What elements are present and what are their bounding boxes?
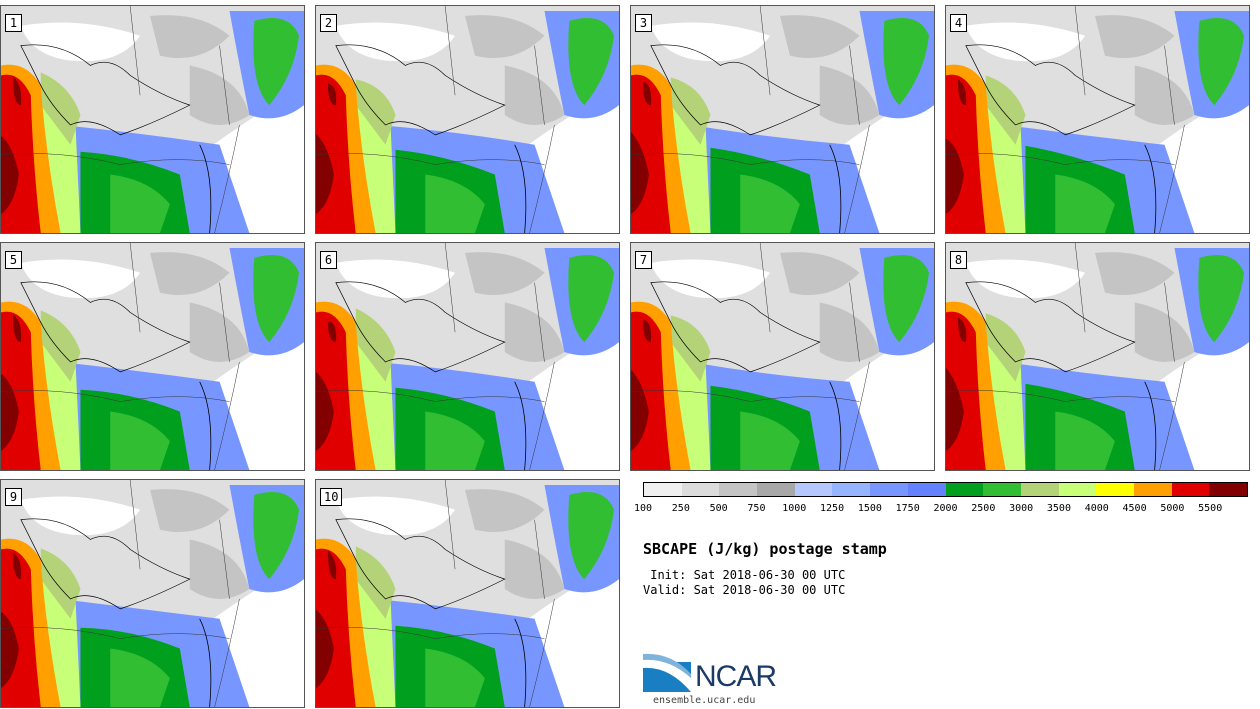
colorbar-tick-label: 2500 — [971, 503, 996, 514]
colorbar-tick-label: 3500 — [1046, 503, 1071, 514]
colorbar-swatch — [1020, 483, 1059, 496]
sbcape-map — [316, 243, 619, 470]
colorbar — [643, 482, 1248, 497]
valid-time: Valid: Sat 2018-06-30 00 UTC — [643, 583, 846, 597]
colorbar-swatch — [1096, 483, 1134, 496]
sbcape-map — [946, 243, 1249, 470]
sbcape-map — [316, 480, 619, 707]
sbcape-map — [1, 480, 304, 707]
member-number-label: 6 — [320, 251, 337, 269]
colorbar-tick-label: 4000 — [1084, 503, 1109, 514]
colorbar-tick-label: 750 — [747, 503, 766, 514]
chart-title: SBCAPE (J/kg) postage stamp — [643, 540, 887, 558]
colorbar-tick-label: 5500 — [1198, 503, 1223, 514]
sbcape-map — [1, 243, 304, 470]
colorbar-swatch — [832, 483, 871, 496]
colorbar-swatch — [870, 483, 908, 496]
colorbar-tick-label: 1250 — [820, 503, 845, 514]
colorbar-tick-label: 100 — [633, 503, 653, 514]
colorbar-tick-label: 500 — [709, 503, 728, 514]
colorbar-tick-label: 250 — [671, 503, 690, 514]
member-panel: 9 — [0, 479, 305, 708]
site-url: ensemble.ucar.edu — [653, 695, 756, 706]
member-panel: 10 — [315, 479, 620, 708]
colorbar-tick-label: 1500 — [857, 503, 882, 514]
colorbar-tick-label: 4500 — [1122, 503, 1147, 514]
member-panel: 5 — [0, 242, 305, 471]
member-number-label: 10 — [320, 488, 343, 506]
colorbar-swatch — [681, 483, 720, 496]
sbcape-map — [631, 243, 934, 470]
member-number-label: 3 — [635, 14, 652, 32]
colorbar-tick-labels: 100 250 500 750 1000 1250 1500 1750 2000 2500 3000… — [634, 503, 1248, 517]
colorbar-swatch — [983, 483, 1021, 496]
ncar-logo-text: NCAR — [695, 660, 777, 693]
member-number-label: 5 — [5, 251, 22, 269]
member-panel: 8 — [945, 242, 1250, 471]
member-number-label: 2 — [320, 14, 337, 32]
member-panel: 1 — [0, 5, 305, 234]
sbcape-map — [1, 6, 304, 233]
member-panel: 6 — [315, 242, 620, 471]
colorbar-tick-label: 3000 — [1009, 503, 1034, 514]
member-number-label: 8 — [950, 251, 967, 269]
member-number-label: 7 — [635, 251, 652, 269]
member-panel: 7 — [630, 242, 935, 471]
colorbar-tick-label: 1000 — [782, 503, 807, 514]
colorbar-swatch — [794, 483, 833, 496]
member-number-label: 1 — [5, 14, 22, 32]
ncar-logo — [643, 653, 691, 692]
colorbar-swatch — [1133, 483, 1172, 496]
member-panel: 2 — [315, 5, 620, 234]
colorbar-swatch — [1171, 483, 1210, 496]
colorbar-swatch — [945, 483, 984, 496]
sbcape-map — [316, 6, 619, 233]
member-number-label: 4 — [950, 14, 967, 32]
colorbar-swatch — [1209, 483, 1247, 496]
colorbar-swatch — [1058, 483, 1097, 496]
sbcape-map — [631, 6, 934, 233]
init-time: Init: Sat 2018-06-30 00 UTC — [643, 568, 846, 582]
member-number-label: 9 — [5, 488, 22, 506]
colorbar-swatch — [719, 483, 758, 496]
member-panel: 3 — [630, 5, 935, 234]
sbcape-map — [946, 6, 1249, 233]
member-panel: 4 — [945, 5, 1250, 234]
colorbar-swatch — [644, 483, 682, 496]
colorbar-swatch — [907, 483, 946, 496]
colorbar-tick-label: 1750 — [895, 503, 920, 514]
colorbar-tick-label: 2000 — [933, 503, 958, 514]
colorbar-tick-label: 5000 — [1160, 503, 1185, 514]
colorbar-swatch — [757, 483, 795, 496]
